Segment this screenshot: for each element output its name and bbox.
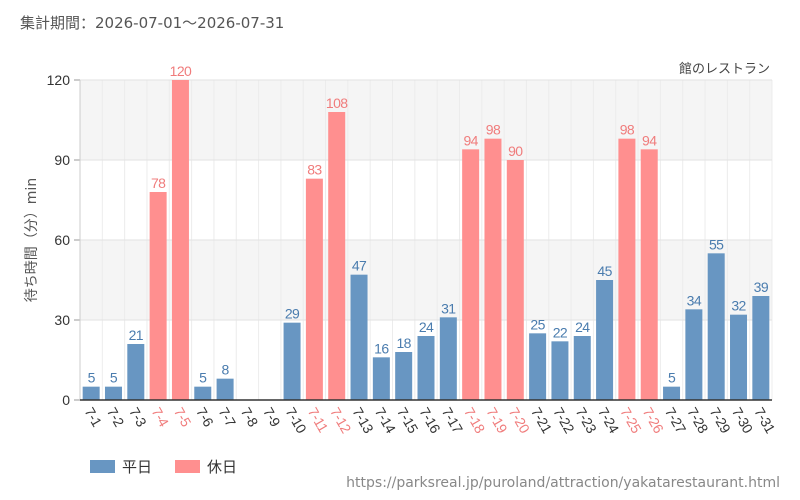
y-tick-label: 30 — [54, 312, 70, 328]
value-label-7-3: 21 — [129, 327, 144, 343]
y-tick-label: 120 — [47, 72, 71, 88]
value-label-7-20: 90 — [508, 143, 523, 159]
bar-7-7 — [216, 378, 234, 400]
value-label-7-29: 55 — [709, 236, 724, 252]
bar-7-14 — [372, 357, 390, 400]
bar-7-13 — [350, 274, 368, 400]
value-label-7-14: 16 — [374, 340, 389, 356]
bar-7-2 — [104, 386, 122, 400]
bar-7-11 — [305, 178, 323, 400]
value-label-7-17: 31 — [441, 300, 456, 316]
value-label-7-6: 5 — [199, 370, 207, 386]
period-header: 集計期間：2026-07-01～2026-07-31 — [20, 14, 284, 32]
bar-7-4 — [149, 192, 167, 400]
legend: 平日 休日 — [90, 458, 237, 476]
bar-7-3 — [127, 344, 145, 400]
bar-7-28 — [685, 309, 703, 400]
source-url[interactable]: https://parksreal.jp/puroland/attraction… — [346, 475, 780, 491]
value-label-7-2: 5 — [110, 370, 118, 386]
value-label-7-1: 5 — [88, 370, 96, 386]
bar-7-15 — [395, 352, 413, 400]
value-label-7-10: 29 — [285, 306, 300, 322]
bar-7-5 — [171, 80, 189, 400]
bar-7-10 — [283, 322, 301, 400]
bar-7-17 — [439, 317, 457, 400]
value-label-7-11: 83 — [307, 162, 322, 178]
value-label-7-25: 98 — [620, 122, 635, 138]
y-axis: 0 30 60 90 120 — [47, 72, 81, 408]
value-label-7-28: 34 — [687, 292, 702, 308]
grid-band — [80, 80, 772, 160]
bar-7-26 — [640, 149, 658, 400]
bar-7-12 — [328, 112, 346, 400]
bar-7-19 — [484, 138, 502, 400]
value-label-7-24: 45 — [597, 263, 612, 279]
bar-7-24 — [596, 280, 614, 400]
bar-7-27 — [663, 386, 681, 400]
bar-7-1 — [82, 386, 100, 400]
value-label-7-16: 24 — [419, 319, 434, 335]
y-tick-label: 90 — [54, 152, 70, 168]
legend-label-holiday: 休日 — [207, 458, 237, 476]
value-label-7-22: 22 — [553, 324, 568, 340]
legend-label-weekday: 平日 — [122, 458, 152, 476]
value-label-7-4: 78 — [151, 175, 166, 191]
value-label-7-30: 32 — [731, 298, 746, 314]
bars — [82, 80, 770, 400]
bar-7-21 — [529, 333, 547, 400]
value-label-7-5: 120 — [170, 63, 192, 79]
value-label-7-26: 94 — [642, 132, 657, 148]
bar-7-6 — [194, 386, 212, 400]
value-label-7-18: 94 — [463, 132, 478, 148]
bar-7-20 — [506, 160, 524, 400]
value-label-7-19: 98 — [486, 122, 501, 138]
bar-7-23 — [573, 336, 591, 400]
bar-7-16 — [417, 336, 435, 400]
value-label-7-21: 25 — [530, 316, 545, 332]
legend-swatch-holiday — [175, 460, 200, 473]
value-label-7-15: 18 — [396, 335, 411, 351]
value-label-7-27: 5 — [668, 370, 676, 386]
bar-7-31 — [752, 296, 770, 400]
bar-7-22 — [551, 341, 569, 400]
grid-lines — [79, 79, 773, 400]
y-tick-label: 60 — [54, 232, 70, 248]
value-label-7-13: 47 — [352, 258, 367, 274]
value-label-7-31: 39 — [754, 279, 769, 295]
value-label-7-7: 8 — [222, 362, 230, 378]
bar-7-30 — [730, 314, 748, 400]
y-axis-label: 待ち時間（分）min — [24, 178, 40, 302]
bar-7-29 — [707, 253, 725, 400]
chart-title: 館のレストラン — [679, 62, 770, 77]
value-label-7-12: 108 — [326, 95, 348, 111]
bar-7-18 — [462, 149, 480, 400]
y-tick-label: 0 — [62, 392, 70, 408]
value-label-7-23: 24 — [575, 319, 590, 335]
bar-7-25 — [618, 138, 636, 400]
legend-swatch-weekday — [90, 460, 115, 473]
